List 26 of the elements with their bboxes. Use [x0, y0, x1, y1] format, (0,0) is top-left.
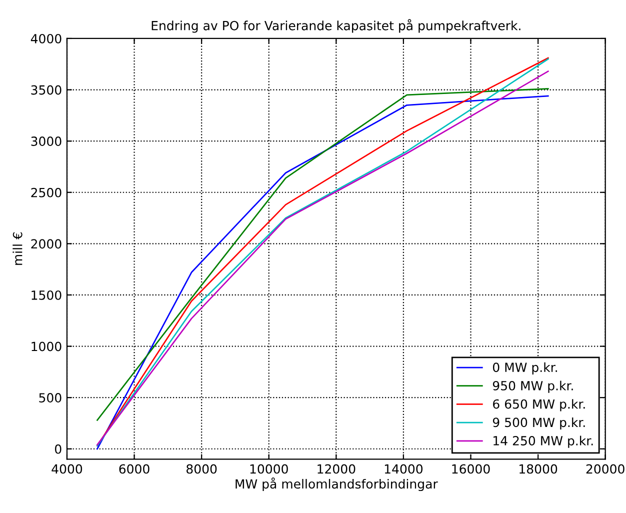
legend-label: 950 MW p.kr.: [492, 380, 573, 393]
y-tick-label: 2500: [31, 188, 62, 198]
x-tick-label: 6000: [119, 464, 150, 474]
x-tick-label: 4000: [52, 464, 82, 474]
legend-label: 9 500 MW p.kr.: [492, 417, 585, 430]
x-tick-label: 20000: [586, 464, 624, 474]
legend-label: 6 650 MW p.kr.: [493, 399, 585, 412]
x-tick-label: 8000: [186, 464, 217, 474]
x-tick-label: 18000: [520, 464, 558, 474]
legend-label: 0 MW p.kr.: [492, 362, 557, 374]
x-tick-label: 14000: [384, 464, 423, 474]
x-tick-label: 10000: [250, 464, 288, 474]
chart-title: Endring av PO for Varierande kapasitet på pumpekraftverk.: [152, 19, 520, 33]
y-tick-label: 3000: [31, 136, 62, 146]
y-tick-label: 1000: [32, 342, 62, 352]
x-tick-label: 16000: [452, 464, 490, 474]
y-axis-title: mill €: [12, 232, 22, 265]
y-tick-label: 3500: [31, 85, 62, 95]
y-tick-label: 0: [54, 444, 62, 454]
y-tick-label: 500: [39, 393, 62, 402]
x-axis-title: MW på mellomlandsforbindingar: [236, 477, 438, 492]
legend-label: 14 250 MW p.kr.: [494, 436, 593, 448]
y-tick-label: 1500: [32, 290, 62, 300]
x-tick-label: 12000: [318, 464, 356, 474]
y-tick-label: 4000: [30, 34, 62, 44]
y-tick-label: 2000: [31, 239, 62, 249]
